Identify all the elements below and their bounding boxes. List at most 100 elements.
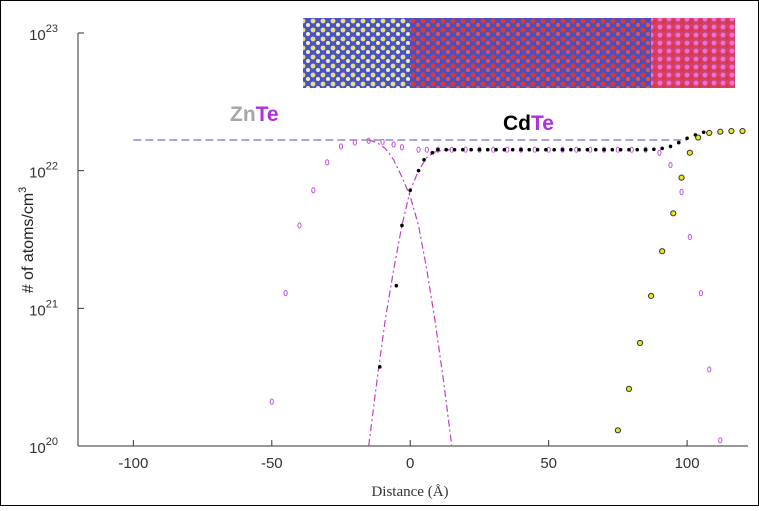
annotation: CdTe bbox=[503, 112, 554, 135]
data-point bbox=[394, 283, 399, 288]
y-tick-label: 1021 bbox=[29, 298, 58, 319]
data-point bbox=[739, 127, 746, 135]
x-tick-label: -100 bbox=[118, 455, 148, 472]
data-point bbox=[659, 248, 666, 255]
y-tick-base: 10 bbox=[29, 440, 46, 457]
data-point bbox=[544, 147, 548, 152]
x-tick-label: 50 bbox=[540, 455, 557, 472]
data-point bbox=[391, 141, 396, 148]
data-point bbox=[625, 385, 633, 392]
data-point bbox=[707, 366, 712, 373]
data-point bbox=[585, 147, 590, 152]
data-point bbox=[430, 150, 435, 155]
data-point bbox=[678, 174, 685, 181]
structure-image bbox=[303, 18, 735, 88]
data-point bbox=[311, 187, 316, 194]
y-axis-label: # of atoms/cm3 bbox=[17, 187, 37, 294]
x-tick-label: 100 bbox=[675, 455, 700, 472]
data-point bbox=[602, 147, 606, 152]
y-tick-exponent: 21 bbox=[46, 298, 58, 310]
data-point bbox=[647, 292, 655, 300]
data-point bbox=[535, 147, 540, 152]
data-point bbox=[452, 147, 457, 152]
data-point bbox=[660, 146, 664, 151]
data-point bbox=[569, 147, 573, 152]
data-point bbox=[676, 140, 681, 145]
annotation-part: Cd bbox=[503, 112, 531, 135]
x-tick-label: 0 bbox=[406, 455, 414, 472]
data-point bbox=[687, 233, 692, 241]
data-point bbox=[636, 339, 644, 347]
data-point bbox=[485, 147, 490, 152]
data-point bbox=[679, 188, 684, 196]
data-point bbox=[400, 223, 404, 228]
data-point bbox=[424, 146, 429, 153]
data-point bbox=[610, 147, 615, 152]
data-point bbox=[519, 147, 523, 152]
data-point bbox=[614, 427, 621, 434]
y-tick-exponent: 20 bbox=[46, 436, 58, 448]
data-point bbox=[416, 146, 421, 153]
data-point bbox=[527, 147, 532, 152]
data-point bbox=[444, 147, 449, 152]
data-point bbox=[701, 130, 706, 135]
annotation-part: Te bbox=[256, 103, 279, 126]
y-tick-base: 10 bbox=[29, 302, 46, 319]
y-tick-base: 10 bbox=[29, 27, 46, 44]
data-point bbox=[643, 147, 648, 152]
data-point bbox=[325, 159, 330, 166]
data-point bbox=[670, 210, 677, 217]
y-axis-label-exponent: 3 bbox=[17, 187, 29, 193]
data-point bbox=[552, 147, 556, 152]
data-point bbox=[408, 188, 413, 193]
data-point bbox=[668, 161, 673, 169]
data-point bbox=[436, 147, 440, 152]
data-point bbox=[706, 129, 713, 137]
y-tick-label: 1023 bbox=[29, 23, 58, 44]
annotation-part: Te bbox=[531, 112, 554, 135]
data-point bbox=[668, 144, 673, 149]
data-point bbox=[283, 290, 288, 297]
x-axis-label: Distance (Å) bbox=[371, 484, 448, 500]
data-point bbox=[422, 157, 426, 162]
data-point bbox=[717, 128, 724, 135]
data-point bbox=[502, 147, 507, 152]
data-point bbox=[477, 147, 482, 152]
data-point bbox=[635, 147, 640, 152]
y-tick-label: 1022 bbox=[29, 161, 58, 182]
data-point bbox=[685, 136, 689, 141]
data-point bbox=[686, 149, 693, 156]
data-point bbox=[297, 222, 302, 229]
y-tick-exponent: 22 bbox=[46, 161, 58, 173]
x-tick-label: -50 bbox=[261, 455, 283, 472]
data-point bbox=[695, 134, 702, 141]
data-point bbox=[461, 147, 465, 152]
data-point bbox=[510, 147, 515, 152]
data-point bbox=[618, 147, 623, 152]
y-tick-label: 1020 bbox=[29, 436, 58, 457]
data-point bbox=[469, 147, 473, 152]
y-axis-label-text: # of atoms/cm bbox=[20, 193, 37, 293]
data-point bbox=[577, 147, 581, 152]
data-point bbox=[593, 147, 598, 152]
y-tick-base: 10 bbox=[29, 165, 46, 182]
annotation-part: Zn bbox=[230, 103, 256, 126]
data-point bbox=[377, 365, 382, 369]
data-point bbox=[494, 147, 498, 152]
data-point bbox=[380, 138, 385, 145]
series-line bbox=[368, 139, 453, 447]
data-point bbox=[560, 147, 565, 152]
data-point bbox=[657, 149, 662, 156]
data-point bbox=[728, 127, 735, 135]
y-tick-exponent: 23 bbox=[46, 23, 58, 35]
data-point bbox=[399, 144, 405, 151]
data-point bbox=[652, 147, 656, 152]
data-point bbox=[718, 437, 723, 444]
data-point bbox=[698, 290, 704, 297]
data-point bbox=[338, 143, 344, 150]
data-point bbox=[627, 147, 631, 152]
data-point bbox=[352, 139, 357, 146]
data-point bbox=[366, 137, 371, 144]
